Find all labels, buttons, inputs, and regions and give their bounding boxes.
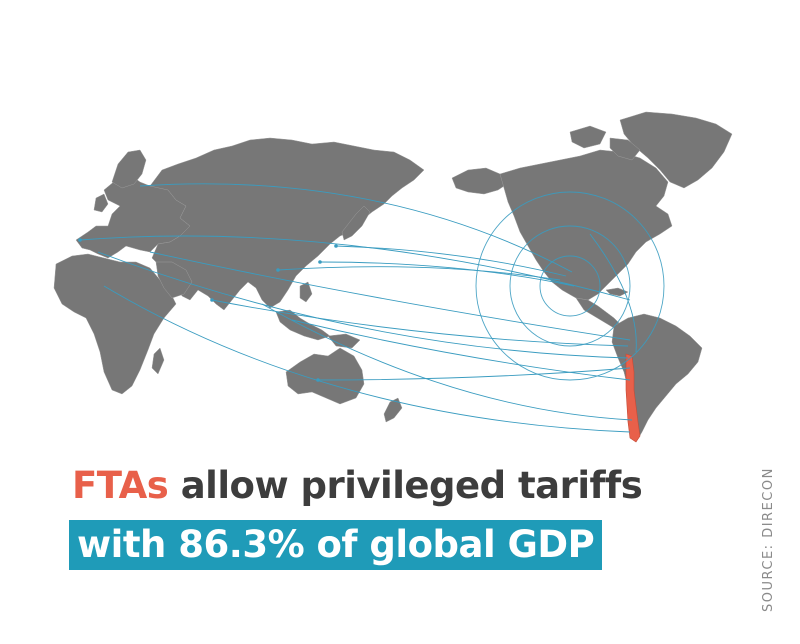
endpoint-japan	[334, 244, 338, 248]
arc-southeast	[261, 303, 633, 421]
arc-india	[211, 299, 629, 347]
land-nz	[383, 397, 403, 423]
land-japan	[341, 205, 371, 241]
ring-small	[539, 255, 601, 317]
arc-turkey	[149, 251, 631, 341]
arc-africa	[103, 285, 631, 433]
land-scandinavia	[111, 149, 147, 189]
arc-australia	[317, 367, 631, 381]
land-caribbean	[605, 287, 629, 297]
ring-medium	[509, 225, 631, 347]
radiating-rings	[475, 191, 665, 381]
connection-arcs	[79, 183, 637, 433]
ring-large	[475, 191, 665, 381]
arc-endpoints	[78, 238, 338, 382]
endpoint-india	[210, 298, 214, 302]
arc-sea	[291, 319, 631, 381]
source-credit: SOURCE: DIRECON	[761, 467, 776, 612]
arc-japan	[335, 245, 567, 277]
land-greenland	[619, 111, 733, 189]
land-madagascar	[151, 347, 165, 375]
land-new-guinea	[327, 333, 361, 349]
headline-rest: allow privileged tariffs	[168, 464, 643, 507]
land-africa	[53, 253, 177, 395]
headline: FTAs allow privileged tariffs	[72, 462, 643, 510]
endpoint-europe	[78, 238, 82, 242]
land-baffin	[609, 137, 641, 161]
land-uk	[93, 193, 109, 213]
arc-europe-south	[97, 251, 629, 359]
land-australia	[285, 347, 365, 405]
subline-text: with 86.3% of global GDP	[77, 523, 595, 566]
endpoint-australia	[316, 378, 320, 382]
land-arctic-islands	[569, 125, 607, 149]
land-philippines	[299, 281, 313, 303]
land-arabia	[155, 261, 193, 299]
land-south-america	[611, 313, 703, 443]
arc-korea	[319, 261, 575, 287]
headline-accent: FTAs	[72, 464, 169, 507]
subline-banner: with 86.3% of global GDP	[69, 520, 603, 570]
land-alaska	[451, 167, 511, 195]
endpoint-korea	[318, 260, 322, 264]
world-map	[53, 111, 733, 443]
arc-europe-north	[139, 183, 573, 273]
arc-europe-mid	[79, 235, 631, 301]
endpoint-china	[276, 268, 280, 272]
arc-canada	[589, 233, 637, 353]
land-north-america	[499, 149, 673, 301]
arc-china	[277, 266, 561, 281]
